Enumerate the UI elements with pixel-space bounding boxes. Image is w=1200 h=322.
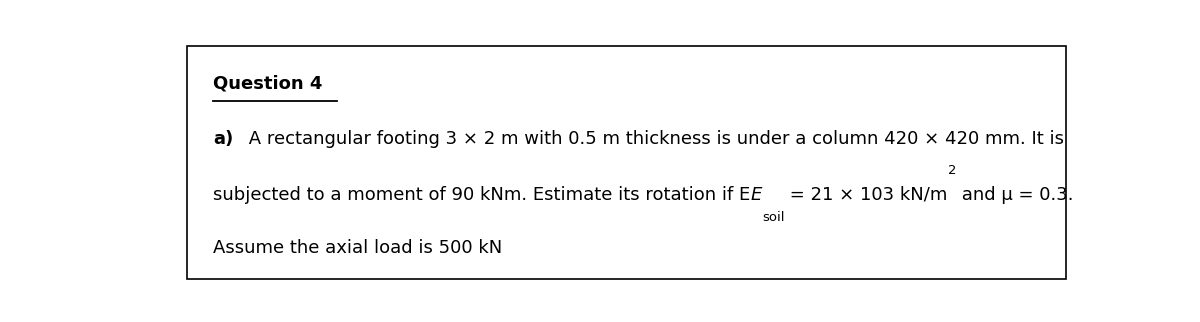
Text: a): a)	[214, 130, 234, 148]
FancyBboxPatch shape	[187, 46, 1066, 279]
Text: Assume the axial load is 500 kN: Assume the axial load is 500 kN	[214, 239, 503, 257]
Text: A rectangular footing 3 × 2 m with 0.5 m thickness is under a column 420 × 420 m: A rectangular footing 3 × 2 m with 0.5 m…	[242, 130, 1064, 148]
Text: = 21 × 103 kN/m: = 21 × 103 kN/m	[785, 186, 948, 204]
Text: 2: 2	[948, 164, 956, 176]
Text: soil: soil	[762, 211, 785, 224]
Text: E: E	[750, 186, 762, 204]
Text: and μ = 0.3.: and μ = 0.3.	[956, 186, 1074, 204]
Text: Question 4: Question 4	[214, 74, 323, 92]
Text: subjected to a moment of 90 kNm. Estimate its rotation if E: subjected to a moment of 90 kNm. Estimat…	[214, 186, 750, 204]
